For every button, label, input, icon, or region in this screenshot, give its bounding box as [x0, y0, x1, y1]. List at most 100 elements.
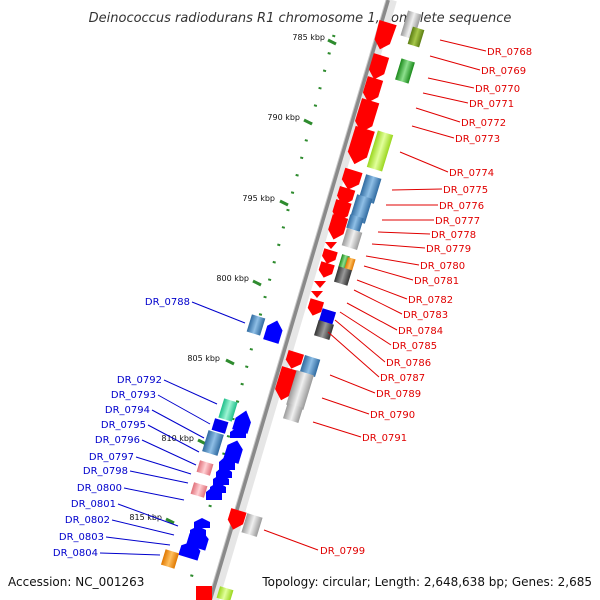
gene-box[interactable] [246, 314, 266, 336]
gene-label[interactable]: DR_0795 [101, 420, 146, 431]
gene-label[interactable]: DR_0800 [77, 483, 122, 494]
gene-arrow-small[interactable] [206, 486, 222, 500]
gene-label[interactable]: DR_0777 [435, 216, 480, 227]
gene-box[interactable] [190, 482, 208, 498]
gene-label[interactable]: DR_0787 [380, 373, 425, 384]
gene-box[interactable] [218, 398, 238, 422]
tick-785: 785 kbp [292, 33, 337, 46]
forward-gene-labels: DR_0768 DR_0769 DR_0770 DR_0771 DR_0772 … [263, 39, 532, 557]
gene-label[interactable]: DR_0797 [89, 452, 134, 463]
gene-label[interactable]: DR_0781 [414, 276, 459, 287]
gene-arrow[interactable] [339, 167, 363, 192]
gene-arrow[interactable] [361, 76, 384, 105]
gene-label[interactable]: DR_0801 [71, 499, 116, 510]
tick-795: 795 kbp [242, 194, 289, 207]
gene-arrow[interactable] [196, 586, 212, 600]
gene-arrow-small[interactable] [219, 455, 235, 470]
tick-800: 800 kbp [216, 274, 262, 287]
gene-label[interactable]: DR_0793 [111, 390, 156, 401]
tick-790: 790 kbp [267, 113, 313, 126]
gene-label[interactable]: DR_0769 [481, 66, 526, 77]
gene-label[interactable]: DR_0776 [439, 201, 484, 212]
gene-arrow[interactable] [367, 53, 390, 82]
gene-arrow[interactable] [272, 366, 300, 403]
gene-box[interactable] [160, 549, 180, 569]
gene-arrow[interactable] [263, 318, 285, 344]
gene-box[interactable] [344, 257, 356, 271]
tick-label: 785 kbp [292, 33, 325, 42]
gene-arrow-small[interactable] [230, 427, 246, 438]
gene-arrow[interactable] [306, 298, 325, 317]
gene-box[interactable] [407, 26, 425, 48]
gene-box[interactable] [216, 586, 234, 600]
gene-arrow-small[interactable] [314, 281, 326, 288]
gene-label[interactable]: DR_0796 [95, 435, 140, 446]
gene-label[interactable]: DR_0778 [431, 230, 476, 241]
gene-arrow-small[interactable] [325, 242, 337, 249]
gene-box[interactable] [241, 513, 263, 537]
gene-arrow[interactable] [178, 539, 202, 561]
gene-box[interactable] [202, 430, 224, 456]
gene-label[interactable]: DR_0804 [53, 548, 98, 559]
gene-label[interactable]: DR_0774 [449, 168, 494, 179]
gene-arrow[interactable] [317, 261, 335, 279]
gene-label[interactable]: DR_0788 [145, 297, 190, 308]
gene-box[interactable] [286, 370, 314, 410]
gene-label[interactable]: DR_0785 [392, 341, 437, 352]
gene-box[interactable] [341, 228, 363, 250]
backbone-highlight [207, 0, 387, 600]
gene-label[interactable]: DR_0780 [420, 261, 465, 272]
gene-arrow[interactable] [371, 19, 397, 52]
gene-label[interactable]: DR_0770 [475, 84, 520, 95]
gene-arrow-small[interactable] [311, 291, 323, 298]
reverse-gene-labels: DR_0788 DR_0792 DR_0793 DR_0794 DR_0795 … [53, 297, 246, 559]
tick-805: 805 kbp [187, 354, 235, 366]
gene-label[interactable]: DR_0772 [461, 118, 506, 129]
gene-arrow[interactable] [320, 248, 338, 265]
gene-label[interactable]: DR_0802 [65, 515, 110, 526]
gene-box[interactable] [395, 58, 415, 84]
gene-box[interactable] [196, 460, 214, 476]
tick-815: 815 kbp [129, 513, 175, 525]
gene-arrow[interactable] [352, 98, 380, 135]
gene-label[interactable]: DR_0784 [398, 326, 443, 337]
gene-label[interactable]: DR_0791 [362, 433, 407, 444]
gene-box[interactable] [346, 214, 364, 232]
gene-arrow-small[interactable] [213, 474, 229, 485]
gene-label[interactable]: DR_0768 [487, 47, 532, 58]
gene-label[interactable]: DR_0794 [105, 405, 150, 416]
gene-arrow[interactable] [345, 125, 375, 167]
gene-arrow-small[interactable] [194, 518, 210, 528]
gene-label[interactable]: DR_0786 [386, 358, 431, 369]
accession-text: Accession: NC_001263 [8, 575, 144, 589]
gene-label[interactable]: DR_0775 [443, 185, 488, 196]
gene-box[interactable] [283, 403, 303, 423]
gene-label[interactable]: DR_0789 [376, 389, 421, 400]
gene-box[interactable] [299, 355, 321, 377]
tick-label: 810 kbp [161, 434, 194, 443]
gene-arrow[interactable] [335, 186, 356, 208]
backbone [208, 0, 390, 600]
map-title: Deinococcus radiodurans R1 chromosome 1,… [89, 11, 512, 26]
gene-arrow[interactable] [326, 214, 349, 242]
gene-label[interactable]: DR_0799 [320, 546, 365, 557]
gene-box[interactable] [211, 418, 229, 434]
gene-box[interactable] [333, 266, 353, 286]
gene-label[interactable]: DR_0783 [403, 310, 448, 321]
gene-label[interactable]: DR_0782 [408, 295, 453, 306]
gene-label[interactable]: DR_0790 [370, 410, 415, 421]
gene-label[interactable]: DR_0773 [455, 134, 500, 145]
gene-label[interactable]: DR_0803 [59, 532, 104, 543]
gene-label[interactable]: DR_0779 [426, 244, 471, 255]
gene-label[interactable]: DR_0798 [83, 466, 128, 477]
gene-box[interactable] [314, 320, 334, 340]
gene-arrow[interactable] [284, 350, 304, 371]
reverse-strand-genes [160, 314, 285, 569]
gene-label[interactable]: DR_0771 [469, 99, 514, 110]
gene-box[interactable] [358, 174, 382, 204]
gene-arrow[interactable] [225, 508, 247, 532]
gene-box[interactable] [400, 10, 422, 40]
gene-box[interactable] [366, 130, 394, 172]
gene-label[interactable]: DR_0792 [117, 375, 162, 386]
